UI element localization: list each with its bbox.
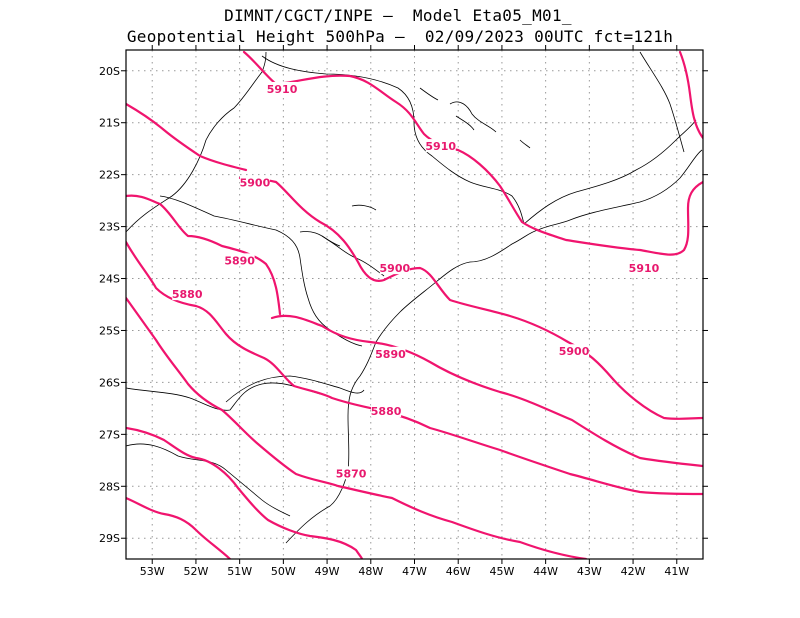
map-title-line1: DIMNT/CGCT/INPE – Model Eta05_M01_ [224,6,572,25]
lon-tick-label: 53W [140,565,165,578]
contour-label-background [375,346,406,360]
lat-tick-label: 23S [99,221,120,234]
lon-tick-label: 42W [621,565,646,578]
contour-label: 5890 [224,254,255,267]
coastline [285,149,703,544]
contour-label: 5900 [380,262,411,275]
contour-5880 [126,296,588,559]
contour-label: 5910 [267,83,298,96]
lat-tick-label: 25S [99,324,120,337]
lat-tick-label: 29S [99,532,120,545]
map-title-line2: Geopotential Height 500hPa – 02/09/2023 … [126,27,674,46]
border-parana [159,195,363,347]
lat-tick-label: 20S [99,65,120,78]
graticule [126,50,703,559]
axis-ticks: 53W 52W 51W 50W 49W 48W 47W 46W 45W 44W 43W 42W 41W 2… [99,45,708,578]
geopotential-contours [126,50,703,559]
contour-label: 5870 [336,467,367,480]
contour-label: 5890 [375,348,406,361]
contour-label-background [559,344,590,358]
lat-tick-label: 21S [99,117,120,130]
lon-tick-label: 48W [358,565,383,578]
contour-label: 5880 [371,405,402,418]
contour-label-background [628,261,659,275]
contour-label-background [336,466,367,480]
lon-tick-label: 43W [577,565,602,578]
reservoir [419,87,531,149]
contour-label: 5900 [559,345,590,358]
lon-tick-label: 49W [315,565,340,578]
reservoir [449,101,497,133]
contour-5900 [238,176,703,420]
contour-label-background [379,261,410,275]
lon-tick-label: 51W [227,565,252,578]
lat-tick-label: 24S [99,273,120,286]
contour-5890 [126,240,703,496]
contour-5870 [126,426,364,559]
border-pr-sc [225,375,365,403]
lon-tick-label: 46W [446,565,471,578]
contour-5910 [242,50,703,256]
border-sp-pr [299,231,385,277]
contour-label: 5900 [240,176,271,189]
contour-5870 [126,496,232,559]
lon-tick-label: 44W [533,565,558,578]
contour-5910 [126,102,248,172]
border-south [126,443,291,517]
lon-tick-label: 47W [402,565,427,578]
contour-label: 5910 [425,140,456,153]
lat-tick-label: 27S [99,428,120,441]
border-paraguay [126,51,267,233]
contour-label: 5910 [629,262,660,275]
lon-tick-label: 52W [184,565,209,578]
border-mg-es [639,51,685,153]
contour-label-background [224,253,255,267]
contour-5900 [126,194,282,316]
contour-labels: 5910 5910 5910 5900 5900 5900 5890 5890 5880 5880… [172,81,660,480]
lat-tick-label: 26S [99,376,120,389]
lon-tick-label: 41W [664,565,689,578]
border-sp-mg [261,55,525,225]
contour-5890 [270,314,703,468]
border-mg-rj [523,119,697,225]
contour-label-background [239,175,270,189]
lon-tick-label: 45W [489,565,514,578]
border-west [126,382,321,411]
contour-label-background [172,287,203,301]
contour-5910 [678,50,703,140]
contour-label-background [267,81,298,95]
lat-tick-label: 28S [99,480,120,493]
contour-label-background [371,403,402,417]
contour-label-background [425,139,456,153]
reservoir [321,204,377,247]
lon-tick-label: 50W [271,565,296,578]
contour-label: 5880 [172,288,203,301]
lat-tick-label: 22S [99,169,120,182]
